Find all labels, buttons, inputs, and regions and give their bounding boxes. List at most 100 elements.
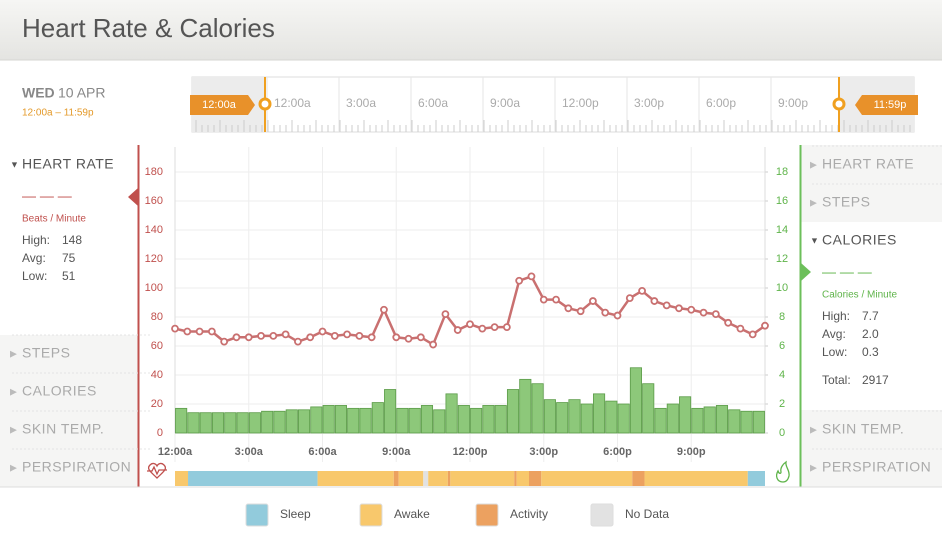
state-segment xyxy=(428,471,448,486)
point[interactable] xyxy=(724,318,733,327)
point[interactable] xyxy=(638,286,646,295)
bar xyxy=(408,407,421,434)
right-active-panel xyxy=(801,222,942,410)
menu-item[interactable]: PERSPIRATION xyxy=(22,459,131,475)
point[interactable] xyxy=(589,297,597,305)
point[interactable] xyxy=(318,327,327,336)
y2-tick-label: 8 xyxy=(779,311,785,323)
point[interactable] xyxy=(650,297,659,305)
y2-tick-label: 2 xyxy=(779,398,785,410)
state-segment xyxy=(529,471,542,486)
bar xyxy=(654,407,667,434)
point[interactable] xyxy=(269,331,278,340)
stat-value: 7.7 xyxy=(862,309,879,323)
menu-item[interactable]: SKIN TEMP. xyxy=(822,421,904,437)
point[interactable] xyxy=(330,331,339,340)
bar xyxy=(728,409,741,434)
point[interactable] xyxy=(355,331,364,340)
point[interactable] xyxy=(527,272,536,281)
menu-item[interactable]: PERSPIRATION xyxy=(822,459,931,475)
state-segment xyxy=(393,471,399,486)
point[interactable] xyxy=(552,295,560,304)
point[interactable] xyxy=(699,308,708,317)
point[interactable] xyxy=(367,333,376,342)
handle-label-box[interactable] xyxy=(190,95,255,115)
y2-tick-label: 10 xyxy=(776,282,788,294)
x-tick-label: 12:00p xyxy=(453,446,488,458)
menu-item[interactable]: STEPS xyxy=(822,194,870,210)
point[interactable] xyxy=(478,324,487,333)
legend-label: Awake xyxy=(394,507,430,521)
point[interactable] xyxy=(171,324,179,333)
y2-tick-label: 12 xyxy=(776,253,788,265)
point[interactable] xyxy=(748,330,757,339)
point[interactable] xyxy=(220,337,229,346)
point[interactable] xyxy=(687,305,696,314)
point[interactable] xyxy=(380,305,388,314)
handle-knob[interactable] xyxy=(832,97,846,111)
point[interactable] xyxy=(294,337,302,346)
point[interactable] xyxy=(675,304,683,313)
point[interactable] xyxy=(392,333,401,342)
bar xyxy=(273,410,286,434)
bar xyxy=(679,396,692,434)
point[interactable] xyxy=(502,323,511,332)
point[interactable] xyxy=(761,321,769,330)
timeline-label: 12:00p xyxy=(562,96,599,110)
timeline-label: 9:00p xyxy=(778,96,808,110)
bar xyxy=(359,407,372,434)
flame-icon xyxy=(776,460,790,483)
point[interactable] xyxy=(711,310,720,319)
timeline[interactable]: 12:00a 3:00a 6:00a 9:00a 12:00p 3:00p 6:00p 9:0… xyxy=(190,76,918,133)
point[interactable] xyxy=(306,333,315,342)
expand-arrow: ▶ xyxy=(810,197,817,207)
point[interactable] xyxy=(404,334,413,343)
bar xyxy=(285,409,298,434)
point[interactable] xyxy=(244,333,253,342)
point[interactable] xyxy=(515,276,524,285)
point[interactable] xyxy=(466,320,474,329)
handle-knob[interactable] xyxy=(258,97,272,111)
menu-item[interactable]: STEPS xyxy=(22,345,70,361)
point[interactable] xyxy=(441,310,450,319)
menu-item[interactable]: HEART RATE xyxy=(822,156,914,172)
point[interactable] xyxy=(207,327,216,336)
point[interactable] xyxy=(281,330,290,339)
bar xyxy=(715,405,729,434)
menu-item[interactable]: CALORIES xyxy=(22,383,97,399)
point[interactable] xyxy=(613,311,622,320)
point[interactable] xyxy=(429,340,438,349)
expand-arrow: ▼ xyxy=(810,235,819,245)
bar xyxy=(211,412,225,434)
y2-tick-label: 18 xyxy=(776,166,788,178)
bar xyxy=(322,405,335,434)
menu-item[interactable]: SKIN TEMP. xyxy=(22,421,104,437)
point[interactable] xyxy=(564,304,573,313)
y2-tick-label: 16 xyxy=(776,195,788,207)
point[interactable] xyxy=(625,294,634,303)
handle-label-box[interactable] xyxy=(855,95,918,115)
point[interactable] xyxy=(183,327,192,336)
bar xyxy=(433,409,446,434)
point[interactable] xyxy=(576,307,585,316)
timeline-label: 3:00p xyxy=(634,96,664,110)
point[interactable] xyxy=(232,333,241,342)
point[interactable] xyxy=(736,324,745,333)
bar xyxy=(457,405,470,434)
point[interactable] xyxy=(453,326,462,334)
panel-title[interactable]: CALORIES xyxy=(822,232,897,248)
point[interactable] xyxy=(195,327,204,336)
legend-swatch xyxy=(590,503,614,527)
bar xyxy=(506,389,520,434)
point[interactable] xyxy=(662,301,671,310)
point[interactable] xyxy=(343,330,351,339)
panel-title[interactable]: HEART RATE xyxy=(22,156,114,172)
state-segment xyxy=(398,471,424,486)
point[interactable] xyxy=(257,331,265,340)
point[interactable] xyxy=(539,295,548,304)
point[interactable] xyxy=(601,308,610,317)
point[interactable] xyxy=(416,333,425,342)
timeline-label: 6:00a xyxy=(418,96,448,110)
handle-label: 12:00a xyxy=(202,99,237,111)
point[interactable] xyxy=(490,323,499,332)
